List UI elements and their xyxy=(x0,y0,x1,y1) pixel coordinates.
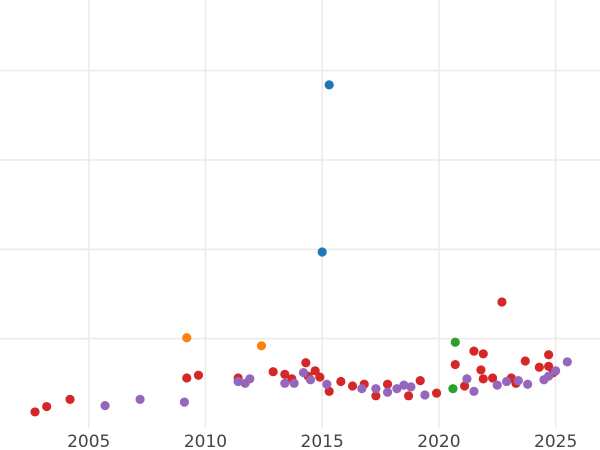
data-point xyxy=(324,386,334,396)
data-point xyxy=(317,247,327,257)
data-point xyxy=(462,374,472,384)
data-point xyxy=(182,373,192,383)
data-point xyxy=(523,379,533,389)
data-point xyxy=(478,349,488,359)
data-point xyxy=(65,394,75,405)
data-point xyxy=(256,341,267,351)
data-point xyxy=(459,381,470,391)
data-point xyxy=(476,365,486,375)
data-point xyxy=(392,384,402,394)
data-point xyxy=(382,379,393,389)
data-point xyxy=(30,407,40,417)
data-point xyxy=(497,297,507,307)
data-point xyxy=(551,366,561,376)
data-point xyxy=(544,361,554,371)
data-point xyxy=(371,384,381,394)
x-tick-label: 2015 xyxy=(301,432,344,450)
data-point xyxy=(403,391,414,401)
data-point xyxy=(193,370,204,380)
x-tick-label: 2005 xyxy=(67,432,110,450)
data-point xyxy=(399,380,409,390)
data-point xyxy=(382,387,393,397)
data-point xyxy=(289,378,299,388)
data-point xyxy=(310,366,320,376)
data-point xyxy=(305,375,316,385)
data-point xyxy=(324,80,334,90)
data-point xyxy=(406,382,416,392)
data-point xyxy=(544,371,554,381)
x-tick-label: 2010 xyxy=(184,432,227,450)
data-point xyxy=(322,379,332,389)
data-point xyxy=(100,401,110,411)
data-point xyxy=(544,350,554,360)
x-tick-label: 2025 xyxy=(534,432,577,450)
data-point xyxy=(450,337,460,347)
data-point xyxy=(182,333,192,343)
data-point xyxy=(420,390,430,400)
gridlines xyxy=(0,0,600,428)
data-point xyxy=(492,380,502,390)
data-point xyxy=(478,374,488,384)
data-point xyxy=(233,376,243,387)
data-point xyxy=(179,397,190,407)
data-point xyxy=(488,373,498,383)
data-point xyxy=(534,362,544,372)
data-point xyxy=(469,346,479,356)
data-point xyxy=(520,356,530,366)
data-point xyxy=(431,388,442,398)
data-point xyxy=(135,394,145,405)
data-point xyxy=(448,384,458,394)
x-tick-label: 2020 xyxy=(417,432,460,450)
data-point xyxy=(371,391,381,401)
data-point xyxy=(336,376,346,387)
data-point xyxy=(280,378,290,388)
data-point xyxy=(562,357,572,367)
data-point xyxy=(301,358,311,368)
data-point xyxy=(502,376,512,387)
data-point xyxy=(268,367,278,377)
data-point xyxy=(245,374,255,384)
data-point xyxy=(315,372,325,382)
data-point xyxy=(513,376,523,386)
data-point xyxy=(298,368,309,378)
data-point xyxy=(415,376,425,386)
data-point xyxy=(42,401,52,412)
data-points xyxy=(30,80,572,417)
data-point xyxy=(357,384,367,394)
data-point xyxy=(450,359,460,370)
data-point xyxy=(469,386,479,396)
x-axis-ticks: 2005 2010 2015 2020 2025 xyxy=(67,432,577,450)
data-point xyxy=(280,369,290,379)
data-point xyxy=(347,381,358,391)
